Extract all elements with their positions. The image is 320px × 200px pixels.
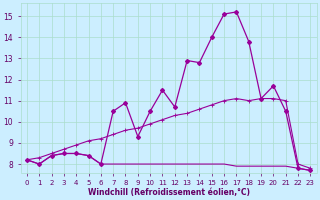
X-axis label: Windchill (Refroidissement éolien,°C): Windchill (Refroidissement éolien,°C): [88, 188, 250, 197]
